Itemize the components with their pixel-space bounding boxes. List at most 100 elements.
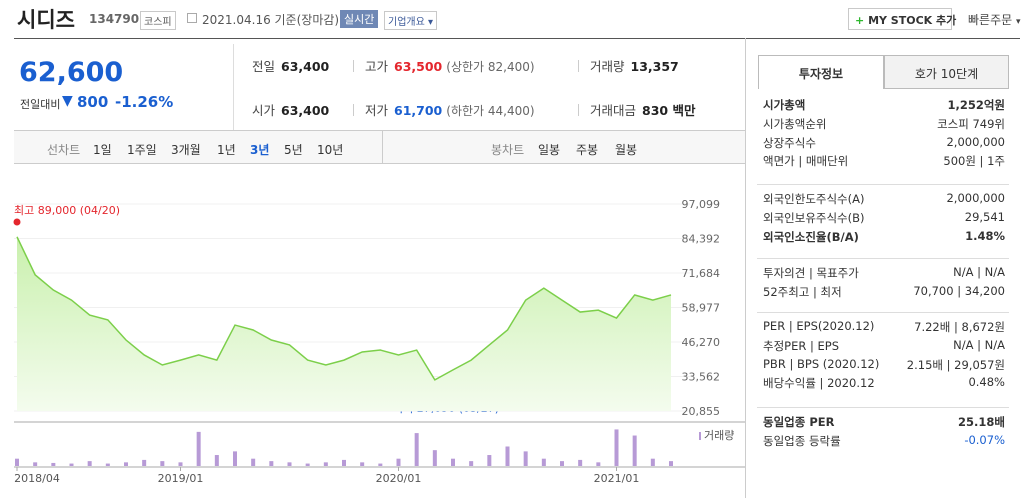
info-value: 코스피 749위: [937, 116, 1005, 131]
info-key: 상장주식수: [763, 135, 816, 150]
info-row: 52주최고 | 최저 70,700 | 34,200: [763, 284, 1005, 302]
info-key: 추정PER | EPS: [763, 338, 840, 353]
change-label: 전일대비: [20, 98, 61, 111]
volume-bar: [196, 431, 201, 466]
y-tick-label: 97,099: [682, 198, 721, 211]
period-button[interactable]: 1주일: [127, 143, 157, 157]
volume-bar: [669, 461, 673, 466]
legend-label: 거래량: [704, 429, 734, 442]
volume-bar: [124, 462, 128, 466]
volume-bar: [233, 451, 237, 466]
price-area: [17, 236, 671, 411]
period-button[interactable]: 3년: [250, 143, 270, 157]
info-row: 시가총액순위 코스피 749위: [763, 116, 1005, 134]
stat-item: 전일 63,400: [252, 56, 329, 75]
info-row: 추정PER | EPS N/A | N/A: [763, 338, 1005, 356]
price-chart: 최고 89,000 (04/20) 최저 27,050 (03/27) 거래량 …: [13, 198, 745, 485]
stat-value: 61,700: [394, 103, 443, 118]
volume-bar: [650, 458, 655, 466]
info-row: 외국인소진율(B/A) 1.48%: [763, 229, 1005, 247]
mystock-label: MY STOCK 추가: [868, 14, 957, 27]
quick-order[interactable]: 빠른주문 ▾: [968, 13, 1021, 27]
y-tick-label: 33,562: [682, 371, 721, 384]
company-info-label: 기업개요: [388, 17, 425, 28]
volume-bar: [505, 446, 510, 466]
info-value: 0.48%: [968, 375, 1005, 390]
group-divider: [757, 184, 1009, 185]
tab[interactable]: 호가 10단계: [884, 55, 1009, 89]
period-button[interactable]: 1년: [217, 143, 236, 157]
volume-bar: [432, 450, 437, 466]
realtime-badge[interactable]: 실시간: [340, 10, 379, 28]
divider: [382, 131, 383, 164]
volume-bar: [323, 462, 328, 466]
stat-value: 830 백만: [642, 103, 696, 118]
mystock-button[interactable]: + MY STOCK 추가: [848, 8, 956, 30]
stat-item: 거래대금 830 백만: [590, 100, 695, 119]
period-button[interactable]: 5년: [284, 143, 303, 157]
volume-bar: [523, 451, 528, 466]
info-key: 동일업종 등락률: [763, 433, 841, 448]
info-value: 25.18배: [958, 415, 1005, 429]
stat-label: 거래량: [590, 59, 625, 74]
info-key: 액면가 | 매매단위: [763, 154, 849, 169]
period-button[interactable]: 3개월: [171, 143, 201, 157]
divider: [578, 60, 579, 72]
period-button[interactable]: 10년: [317, 143, 344, 157]
period-button[interactable]: 1일: [93, 143, 112, 157]
candle-button[interactable]: 주봉: [576, 143, 599, 157]
stat-item: 거래량 13,357: [590, 56, 679, 75]
info-key: PBR | BPS (2020.12): [763, 356, 880, 371]
volume-bar: [596, 462, 601, 466]
y-tick-label: 58,977: [682, 302, 721, 315]
stat-item: 고가 63,500 (상한가 82,400): [365, 56, 535, 75]
high-annotation: 최고 89,000 (04/20): [14, 204, 120, 217]
info-value: 29,541: [964, 209, 1005, 224]
current-price: 62,600: [19, 57, 124, 88]
stat-item: 저가 61,700 (하한가 44,400): [365, 100, 535, 119]
volume-bar: [160, 461, 165, 466]
info-key: PER | EPS(2020.12): [763, 319, 875, 333]
down-arrow: ▼: [62, 93, 73, 109]
stat-value: 63,400: [281, 103, 330, 118]
candle-chart-label: 봉차트: [491, 143, 525, 157]
volume-bar: [360, 462, 365, 466]
change-rate: -1.26%: [115, 93, 174, 111]
info-value: 2,000,000: [946, 134, 1005, 149]
volume-bar: [87, 461, 92, 466]
divider: [745, 38, 746, 498]
stat-label: 거래대금: [590, 103, 637, 118]
y-tick-label: 20,855: [682, 405, 721, 418]
volume-bar: [269, 461, 274, 466]
info-value: 70,700 | 34,200: [913, 283, 1005, 298]
info-key: 배당수익률 | 2020.12: [763, 376, 875, 391]
candle-button[interactable]: 일봉: [538, 143, 561, 157]
tab-active[interactable]: 투자정보: [758, 55, 884, 89]
candle-button[interactable]: 월봉: [615, 143, 638, 157]
plus-icon: +: [855, 14, 865, 27]
info-row: 동일업종 PER 25.18배: [763, 414, 1005, 432]
volume-bar: [614, 429, 619, 466]
volume-bar: [105, 463, 110, 466]
x-tick-label: 2020/01: [376, 472, 422, 485]
volume-bar: [578, 459, 583, 466]
info-value: 1,252억원: [947, 98, 1005, 112]
info-key: 외국인소진율(B/A): [763, 229, 859, 244]
info-key: 시가총액: [763, 98, 806, 112]
info-row: 상장주식수 2,000,000: [763, 135, 1005, 153]
volume-bar: [469, 461, 474, 466]
volume-bar: [251, 458, 256, 466]
volume-bar: [214, 455, 219, 466]
info-key: 외국인한도주식수(A): [763, 192, 865, 206]
volume-bar: [396, 458, 401, 466]
info-row: 액면가 | 매매단위 500원 | 1주: [763, 153, 1005, 171]
info-row: 투자의견 | 목표주가 N/A | N/A: [763, 265, 1005, 283]
info-value: 7.22배 | 8,672원: [914, 320, 1005, 334]
volume-bar: [560, 461, 564, 466]
stock-code: 134790: [89, 12, 140, 26]
info-key: 동일업종 PER: [763, 415, 835, 429]
stat-label: 전일: [252, 59, 276, 74]
company-info-button[interactable]: 기업개요 ▾: [384, 11, 438, 30]
info-value: N/A | N/A: [953, 337, 1005, 352]
